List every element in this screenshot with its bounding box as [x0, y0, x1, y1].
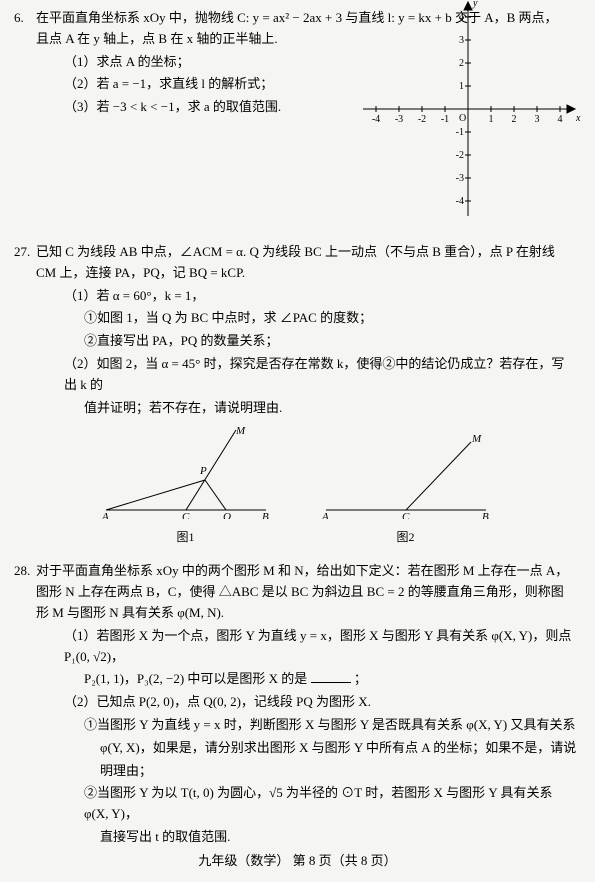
- label-m: M: [471, 433, 482, 445]
- subpart: 明理由；: [100, 761, 577, 782]
- label-c: C: [402, 511, 410, 519]
- svg-text:-4: -4: [456, 196, 464, 207]
- subpart: ②直接写出 PA，PQ 的数量关系；: [84, 331, 577, 352]
- problem-text: 形 M 与图形 N 具有关系 φ(M, N).: [36, 603, 577, 624]
- problem-28: 28. 对于平面直角坐标系 xOy 中的两个图形 M 和 N，给出如下定义：若在…: [14, 561, 577, 847]
- fill-blank: [311, 671, 351, 683]
- subpart: 值并证明；若不存在，请说明理由.: [84, 398, 577, 419]
- svg-text:4: 4: [558, 114, 563, 125]
- figure-row: A C Q B M P 图1 A C B M: [14, 424, 577, 547]
- problem-text: CM 上，连接 PA，PQ，记 BQ = kCP.: [36, 263, 577, 284]
- subpart: （2）如图 2，当 α = 45° 时，探究是否存在常数 k，使得②中的结论仍成…: [64, 354, 577, 396]
- subpart-text: P₂(1, 1)，P₃(2, −2) 中可以是图形 X 的是: [84, 671, 307, 686]
- problem-number: 28.: [14, 561, 36, 582]
- page-footer: 九年级（数学） 第 8 页（共 8 页）: [0, 851, 595, 872]
- label-b: B: [482, 511, 489, 519]
- subpart: 直接写出 t 的取值范围.: [100, 827, 577, 848]
- subpart: P₂(1, 1)，P₃(2, −2) 中可以是图形 X 的是 ；: [84, 669, 577, 690]
- problem-27: 27. 已知 C 为线段 AB 中点，∠ACM = α. Q 为线段 BC 上一…: [14, 242, 577, 547]
- label-p: P: [199, 465, 207, 477]
- svg-text:-4: -4: [372, 114, 380, 125]
- svg-text:1: 1: [489, 114, 494, 125]
- label-b: B: [262, 511, 269, 519]
- subpart: （2）已知点 P(2, 0)，点 Q(0, 2)，记线段 PQ 为图形 X.: [64, 692, 577, 713]
- svg-text:3: 3: [535, 114, 540, 125]
- subpart: ②当图形 Y 为以 T(t, 0) 为圆心，√5 为半径的 ⊙T 时，若图形 X…: [84, 783, 577, 825]
- svg-text:1: 1: [459, 81, 464, 92]
- subpart-text: ；: [354, 671, 367, 686]
- label-c: C: [182, 511, 190, 519]
- svg-text:-2: -2: [418, 114, 426, 125]
- problem-number: 27.: [14, 242, 36, 263]
- svg-text:2: 2: [512, 114, 517, 125]
- problem-text: 对于平面直角坐标系 xOy 中的两个图形 M 和 N，给出如下定义：若在图形 M…: [36, 561, 577, 582]
- figure-label: 图2: [316, 528, 496, 547]
- figure-label: 图1: [96, 528, 276, 547]
- label-a: A: [321, 511, 329, 519]
- problem-text: 图形 N 上存在两点 B，C，使得 △ABC 是以 BC 为斜边且 BC = 2…: [36, 582, 577, 603]
- svg-text:2: 2: [459, 58, 464, 69]
- label-a: A: [101, 511, 109, 519]
- problem-number: 6.: [14, 8, 36, 29]
- origin-label: O: [459, 113, 466, 124]
- problem-text: 已知 C 为线段 AB 中点，∠ACM = α. Q 为线段 BC 上一动点（不…: [36, 242, 577, 263]
- label-q: Q: [223, 511, 231, 519]
- subpart: （1）若图形 X 为一个点，图形 Y 为直线 y = x，图形 X 与图形 Y …: [64, 626, 577, 668]
- figure-1: A C Q B M P 图1: [96, 424, 276, 547]
- subpart: （1）若 α = 60°，k = 1，: [64, 286, 577, 307]
- svg-text:-1: -1: [456, 127, 464, 138]
- y-axis-label: y: [472, 0, 478, 9]
- x-axis-label: x: [575, 113, 581, 124]
- problem-26: 6. 在平面直角坐标系 xOy 中，抛物线 C: y = ax² − 2ax +…: [14, 8, 577, 118]
- subpart: ①当图形 Y 为直线 y = x 时，判断图形 X 与图形 Y 是否既具有关系 …: [84, 715, 577, 736]
- subpart: φ(Y, X)，如果是，请分别求出图形 X 与图形 Y 中所有点 A 的坐标；如…: [100, 738, 577, 759]
- figure-2: A C B M 图2: [316, 424, 496, 547]
- svg-text:3: 3: [459, 35, 464, 46]
- svg-text:-2: -2: [456, 150, 464, 161]
- subpart: ①如图 1，当 Q 为 BC 中点时，求 ∠PAC 的度数；: [84, 308, 577, 329]
- svg-text:-3: -3: [395, 114, 403, 125]
- coordinate-axes: O x y -4 -3 -2 -1 1 2 3 4 1 2 3 4 -1 -2 -3 -4: [353, 0, 583, 231]
- svg-text:-3: -3: [456, 173, 464, 184]
- label-m: M: [235, 425, 246, 437]
- svg-text:4: 4: [459, 12, 464, 23]
- svg-text:-1: -1: [441, 114, 449, 125]
